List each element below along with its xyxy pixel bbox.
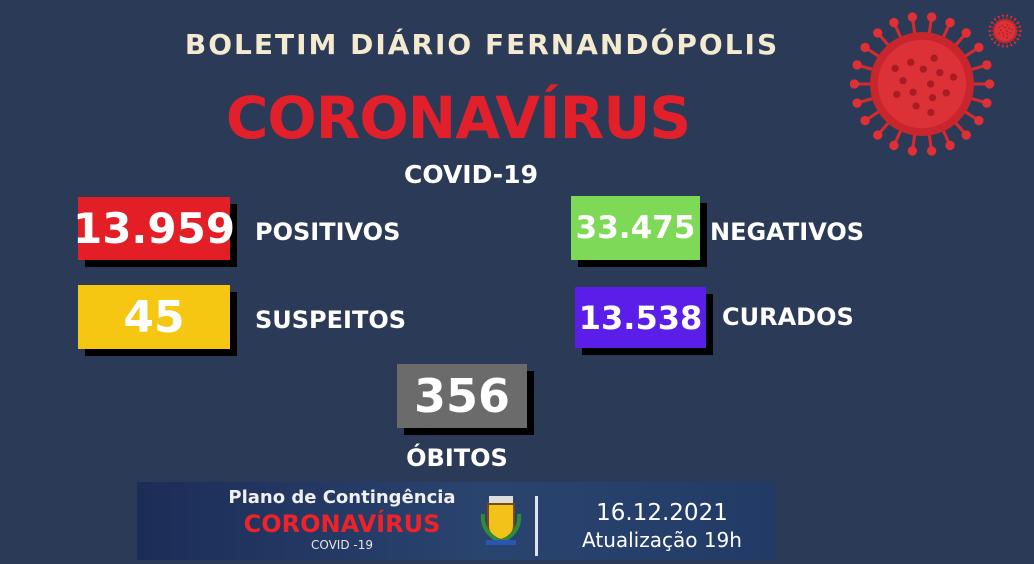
divider [535,496,538,556]
negativos-label: NEGATIVOS [710,218,865,246]
banner-line2: CORONAVÍRUS [243,510,441,538]
page-title: BOLETIM DIÁRIO FERNANDÓPOLIS [184,28,780,61]
contingency-banner: Plano de Contingência CORONAVÍRUS COVID … [137,482,776,560]
obitos-value: 356 [397,364,527,428]
banner-update: Atualização 19h [582,528,742,552]
curados-label: CURADOS [722,303,854,331]
banner-date: 16.12.2021 [596,500,728,526]
headline: CORONAVÍRUS [225,84,691,152]
subtitle: COVID-19 [404,160,538,189]
banner-line1: Plano de Contingência [228,487,456,508]
suspeitos-value: 45 [78,285,230,349]
negativos-value: 33.475 [571,196,700,260]
curados-value: 13.538 [575,287,706,348]
suspeitos-label: SUSPEITOS [255,306,407,334]
obitos-label: ÓBITOS [406,444,508,472]
positivos-label: POSITIVOS [255,218,401,246]
virus-icon [850,12,995,156]
virus-icon [988,14,1022,48]
city-crest-icon [480,496,522,545]
positivos-value: 13.959 [73,197,235,260]
banner-line3: COVID -19 [310,538,373,552]
